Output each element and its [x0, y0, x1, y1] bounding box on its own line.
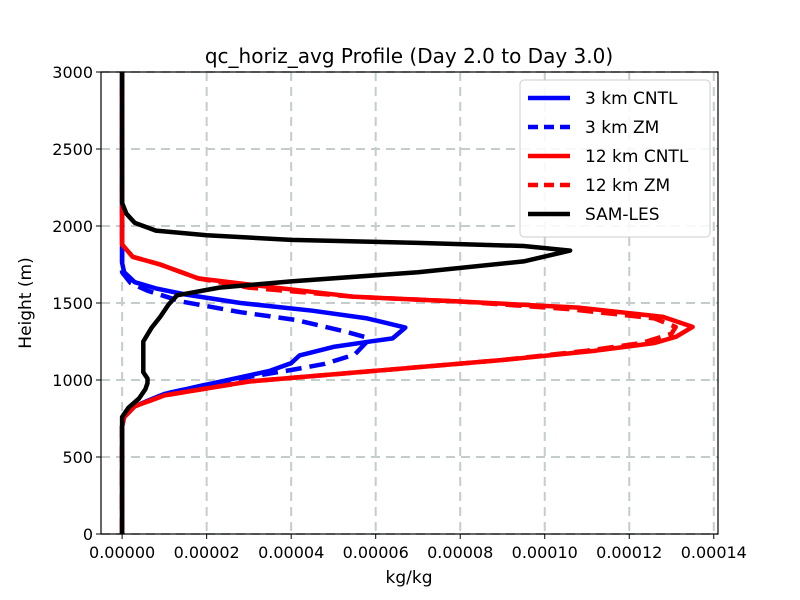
legend-label: 3 km CNTL [585, 89, 678, 109]
x-tick-label: 0.00008 [427, 543, 493, 562]
legend-box [519, 79, 711, 238]
legend-label: 3 km ZM [585, 118, 659, 138]
x-tick-label: 0.00014 [681, 543, 747, 562]
series-line [119, 72, 573, 534]
y-tick-label: 1500 [52, 294, 93, 313]
chart-title: qc_horiz_avg Profile (Day 2.0 to Day 3.0… [205, 44, 613, 68]
y-tick-label: 0 [83, 525, 93, 544]
y-axis: 0 500 1000 1500 2000 2500 3000 [52, 63, 101, 544]
legend-label: 12 km ZM [585, 176, 670, 196]
x-tick-label: 0.00010 [512, 543, 578, 562]
x-axis: 0.00000 0.00002 0.00004 0.00006 0.00008 0.000… [89, 534, 747, 562]
y-tick-label: 3000 [52, 63, 93, 82]
series-line [119, 72, 370, 534]
x-tick-label: 0.00012 [596, 543, 662, 562]
series-layer [119, 72, 695, 534]
y-tick-label: 2000 [52, 217, 93, 236]
y-axis-title: Height (m) [16, 257, 36, 348]
y-tick-label: 1000 [52, 371, 93, 390]
x-tick-label: 0.00006 [343, 543, 409, 562]
y-tick-label: 2500 [52, 140, 93, 159]
x-tick-label: 0.00002 [174, 543, 240, 562]
x-tick-label: 0.00004 [258, 543, 324, 562]
series-line [119, 72, 678, 534]
legend: 3 km CNTL 3 km ZM 12 km CNTL 12 km ZM SAM-LE… [519, 79, 711, 238]
x-axis-title: kg/kg [386, 568, 433, 588]
x-tick-label: 0.00000 [89, 543, 155, 562]
legend-label: 12 km CNTL [585, 147, 689, 167]
legend-label: SAM-LES [585, 205, 660, 225]
y-tick-label: 500 [62, 448, 93, 467]
